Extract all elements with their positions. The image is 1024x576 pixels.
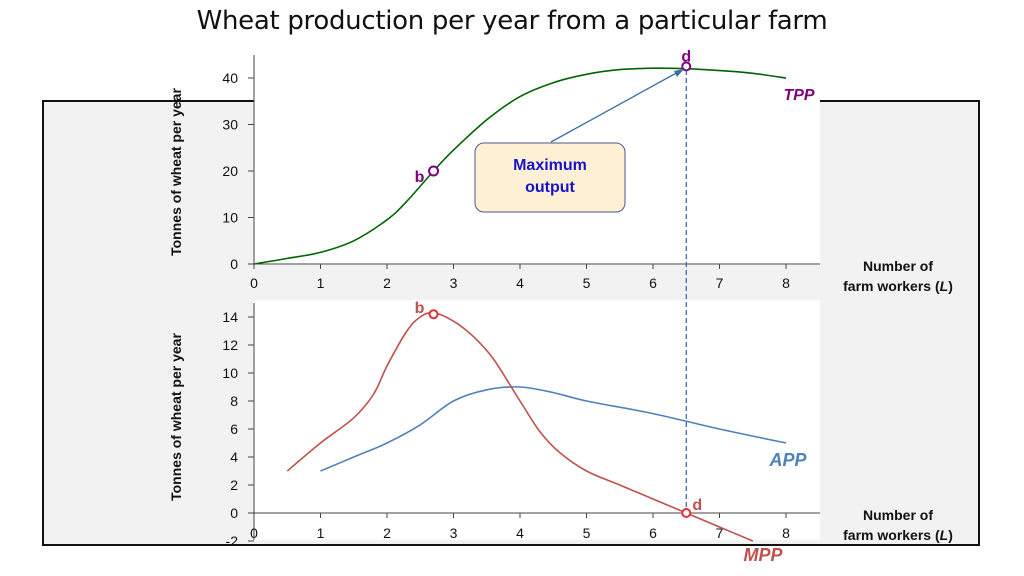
top-x-tick-label: 4 bbox=[516, 275, 524, 291]
bottom-y-tick-label: 6 bbox=[230, 421, 238, 437]
bottom-plot-area bbox=[254, 300, 820, 540]
bottom-x-axis-label-line2: farm workers (L) bbox=[843, 527, 953, 543]
top-y-tick-label: 10 bbox=[222, 210, 238, 226]
bottom-point-b-label: b bbox=[415, 300, 425, 317]
top-point-d-label: d bbox=[681, 48, 691, 65]
bottom-y-tick-label: 0 bbox=[230, 505, 238, 521]
callout-line1: Maximum bbox=[513, 157, 587, 174]
app-curve bbox=[320, 386, 787, 472]
bottom-point-d bbox=[681, 508, 692, 518]
bottom-x-tick-label: 8 bbox=[782, 525, 790, 541]
bottom-x-tick-label: 5 bbox=[583, 525, 591, 541]
top-x-axis-label-line1: Number of bbox=[863, 258, 933, 274]
top-x-axis-label-line2: farm workers (L) bbox=[843, 278, 953, 294]
top-point-b bbox=[428, 165, 440, 177]
bottom-y-axis-label: Tonnes of wheat per year bbox=[168, 333, 184, 501]
top-y-tick-label: 0 bbox=[230, 256, 238, 272]
top-x-tick-label: 8 bbox=[782, 275, 790, 291]
top-y-tick-label: 20 bbox=[222, 163, 238, 179]
top-x-tick-label: 0 bbox=[250, 275, 258, 291]
top-y-axis-label: Tonnes of wheat per year bbox=[168, 88, 184, 256]
page-title: Wheat production per year from a particu… bbox=[196, 6, 828, 36]
top-x-tick-label: 5 bbox=[583, 275, 591, 291]
mpp-curve bbox=[286, 311, 754, 542]
bottom-point-b bbox=[428, 309, 439, 320]
top-x-tick-label: 6 bbox=[649, 275, 657, 291]
bottom-x-tick-label: 2 bbox=[383, 525, 391, 541]
app-series-label: APP bbox=[768, 450, 807, 470]
bottom-y-tick-label: -2 bbox=[226, 533, 239, 549]
callout-arrow-line bbox=[550, 70, 681, 143]
bottom-x-tick-label: 6 bbox=[649, 525, 657, 541]
bottom-y-tick-label: 14 bbox=[222, 309, 238, 325]
callout-arrow-head bbox=[674, 69, 684, 77]
top-y-tick-label: 40 bbox=[222, 70, 238, 86]
callout-line2: output bbox=[525, 179, 575, 196]
tpp-series-label: TPP bbox=[783, 87, 814, 104]
top-x-tick-label: 1 bbox=[317, 275, 325, 291]
top-y-tick-label: 30 bbox=[222, 117, 238, 133]
bottom-point-d-label: d bbox=[692, 497, 702, 514]
top-x-tick-label: 2 bbox=[383, 275, 391, 291]
callout-box bbox=[474, 142, 626, 213]
bottom-y-tick-label: 12 bbox=[222, 337, 238, 353]
bottom-y-tick-label: 10 bbox=[222, 365, 238, 381]
bottom-x-tick-label: 4 bbox=[516, 525, 524, 541]
mpp-series-label: MPP bbox=[743, 545, 783, 565]
bottom-x-tick-label: 1 bbox=[317, 525, 325, 541]
top-x-tick-label: 7 bbox=[716, 275, 724, 291]
top-x-tick-label: 3 bbox=[450, 275, 458, 291]
bottom-x-axis-label-line1: Number of bbox=[863, 507, 933, 523]
bottom-x-tick-label: 7 bbox=[716, 525, 724, 541]
bottom-y-tick-label: 2 bbox=[230, 477, 238, 493]
top-point-b-label: b bbox=[415, 169, 425, 186]
bottom-y-tick-label: 8 bbox=[230, 393, 238, 409]
bottom-y-tick-label: 4 bbox=[230, 449, 238, 465]
bottom-x-tick-label: 3 bbox=[450, 525, 458, 541]
bottom-x-tick-label: 0 bbox=[250, 525, 258, 541]
